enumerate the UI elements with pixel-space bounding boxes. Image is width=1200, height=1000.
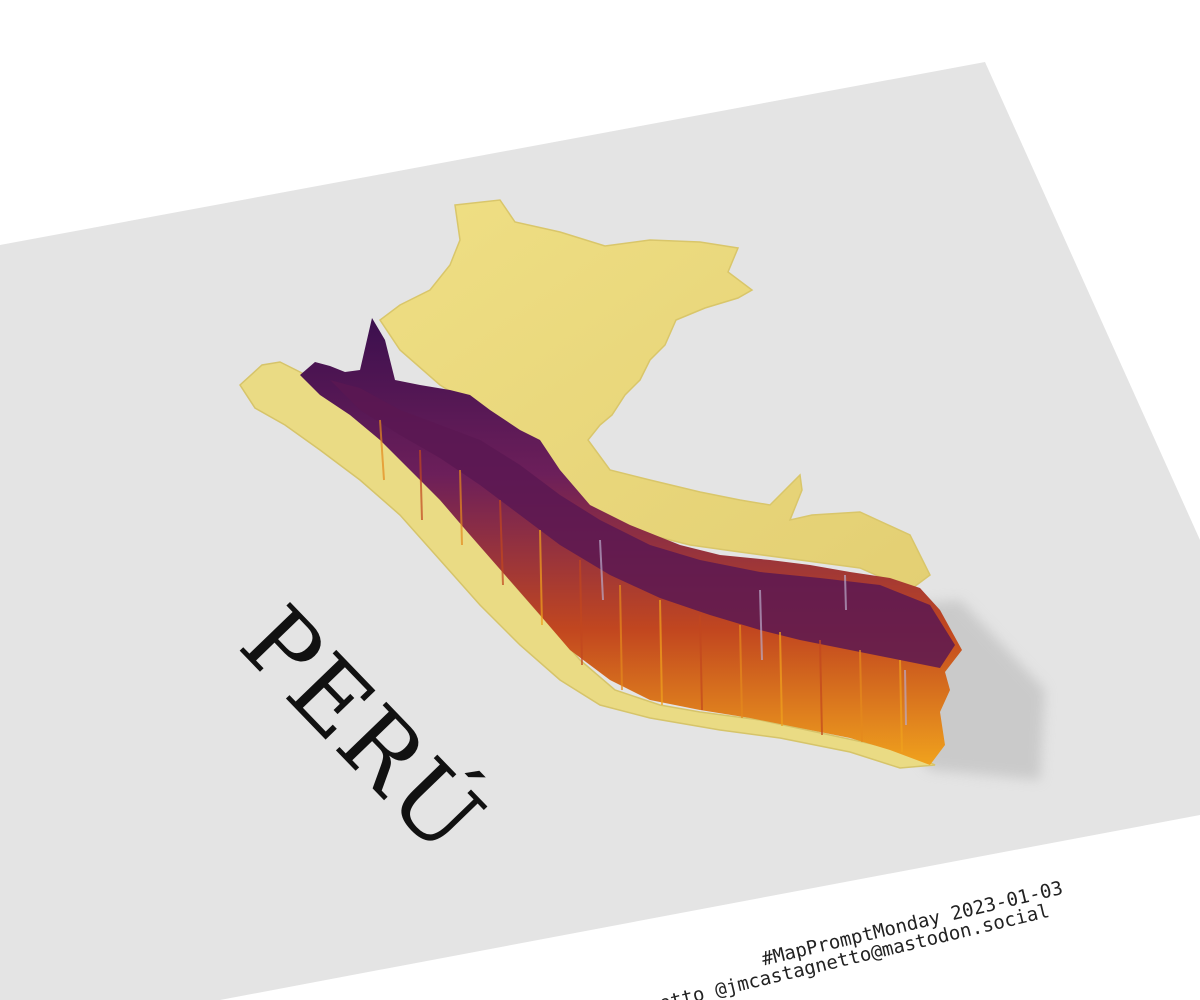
- relief-spikes: [379, 419, 907, 753]
- high-elevation-core: [330, 380, 955, 668]
